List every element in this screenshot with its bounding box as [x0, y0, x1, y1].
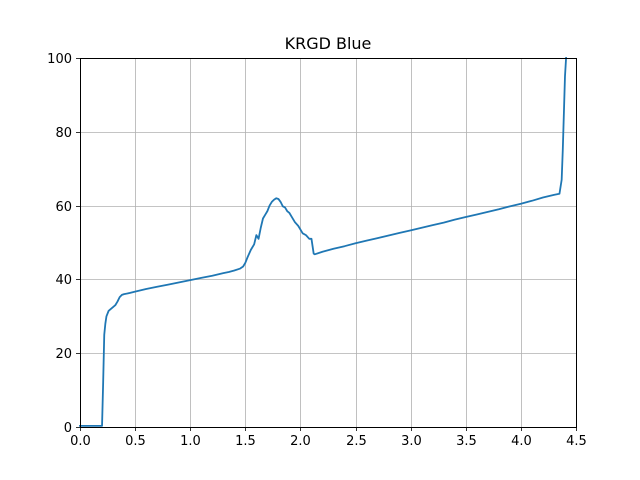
x-tick-label: 1.5 [235, 434, 256, 449]
x-axis: 0.0 0.5 1.0 1.5 2.0 2.5 3.0 3.5 4.0 4.5 [70, 427, 587, 449]
y-axis: 0 20 40 60 80 100 [47, 52, 80, 436]
x-tick-label: 3.0 [401, 434, 422, 449]
plot-frame [80, 58, 577, 428]
series-layer [79, 57, 568, 427]
y-tick-label: 20 [55, 347, 72, 362]
y-tick-label: 0 [64, 421, 72, 436]
x-tick-label: 4.5 [566, 434, 587, 449]
x-tick-label: 2.5 [346, 434, 367, 449]
y-tick-label: 60 [55, 200, 72, 215]
chart-title: KRGD Blue [285, 34, 372, 53]
x-tick-label: 2.0 [290, 434, 311, 449]
y-tick-label: 80 [55, 126, 72, 141]
y-tick-label: 100 [47, 52, 72, 67]
x-tick-label: 4.0 [511, 434, 532, 449]
x-tick-label: 0.0 [70, 434, 91, 449]
x-tick-label: 3.5 [456, 434, 477, 449]
series-line-0 [79, 57, 568, 427]
x-tick-label: 1.0 [180, 434, 201, 449]
y-tick-label: 40 [55, 273, 72, 288]
x-tick-label: 0.5 [125, 434, 146, 449]
